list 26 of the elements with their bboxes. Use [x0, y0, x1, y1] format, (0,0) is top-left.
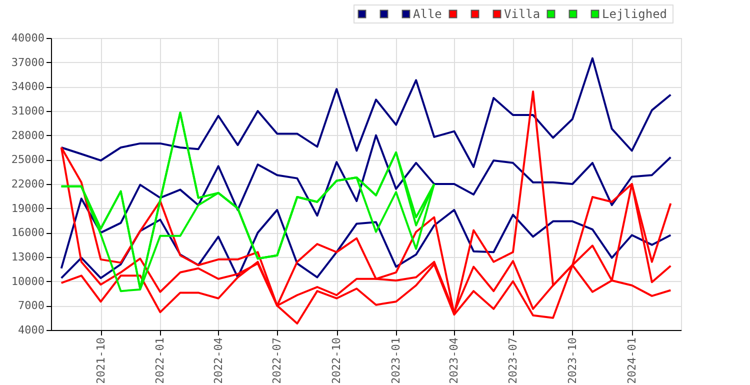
y-tick-label: 4000: [18, 324, 44, 336]
y-tick-label: 37000: [11, 56, 44, 69]
legend-label: Alle: [413, 7, 442, 21]
y-tick-label: 13000: [11, 250, 44, 264]
x-tick-label: 2023-04: [448, 337, 461, 384]
x-tick-label: 2022-10: [330, 338, 344, 384]
x-tick-label: 2023-07: [506, 338, 520, 384]
y-tick-label: 22000: [11, 178, 44, 190]
legend-label: Lejlighed: [602, 7, 668, 21]
y-tick-label: 40000: [11, 32, 44, 44]
y-tick-label: 7000: [18, 299, 44, 312]
x-tick-label: 2022-01: [154, 338, 167, 384]
y-tick-label: 25000: [11, 153, 44, 166]
x-tick-label: 2022-07: [270, 338, 284, 384]
x-tick-label: 2023-01: [390, 338, 403, 384]
y-tick-label: 34000: [11, 80, 44, 94]
x-tick-label: 2022-04: [212, 337, 225, 384]
y-tick-label: 28000: [11, 128, 44, 142]
x-tick-label: 2021-10: [94, 338, 108, 384]
y-tick-label: 31000: [11, 104, 44, 118]
y-tick-label: 19000: [11, 202, 44, 215]
y-tick-label: 10000: [11, 274, 44, 288]
x-tick-label: 2024-01: [625, 338, 638, 384]
legend-label: Villa: [504, 7, 540, 21]
y-tick-label: 16000: [11, 226, 44, 240]
x-tick-label: 2023-10: [566, 338, 579, 384]
